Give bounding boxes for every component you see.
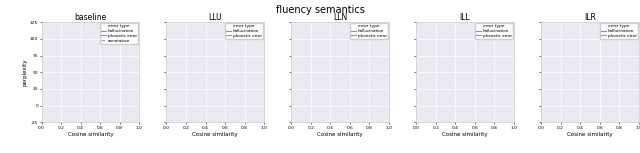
X-axis label: Cosine similarity: Cosine similarity: [567, 132, 612, 137]
X-axis label: Cosine similarity: Cosine similarity: [317, 132, 363, 137]
X-axis label: Cosine similarity: Cosine similarity: [193, 132, 238, 137]
Title: ILL: ILL: [460, 13, 470, 22]
Legend: hallucination, phonetic error: hallucination, phonetic error: [475, 23, 513, 39]
X-axis label: Cosine similarity: Cosine similarity: [442, 132, 488, 137]
Legend: hallucination, phonetic error, annotation: hallucination, phonetic error, annotatio…: [100, 23, 138, 44]
Title: ILR: ILR: [584, 13, 596, 22]
Legend: hallucination, phonetic error: hallucination, phonetic error: [350, 23, 388, 39]
Legend: hallucination, phonetic error: hallucination, phonetic error: [600, 23, 638, 39]
Title: LLU: LLU: [209, 13, 222, 22]
Title: baseline: baseline: [74, 13, 106, 22]
Y-axis label: perplexity: perplexity: [22, 59, 28, 86]
Text: fluency semantics: fluency semantics: [276, 5, 364, 15]
X-axis label: Cosine similarity: Cosine similarity: [68, 132, 113, 137]
Title: LLN: LLN: [333, 13, 348, 22]
Legend: hallucination, phonetic error: hallucination, phonetic error: [225, 23, 263, 39]
